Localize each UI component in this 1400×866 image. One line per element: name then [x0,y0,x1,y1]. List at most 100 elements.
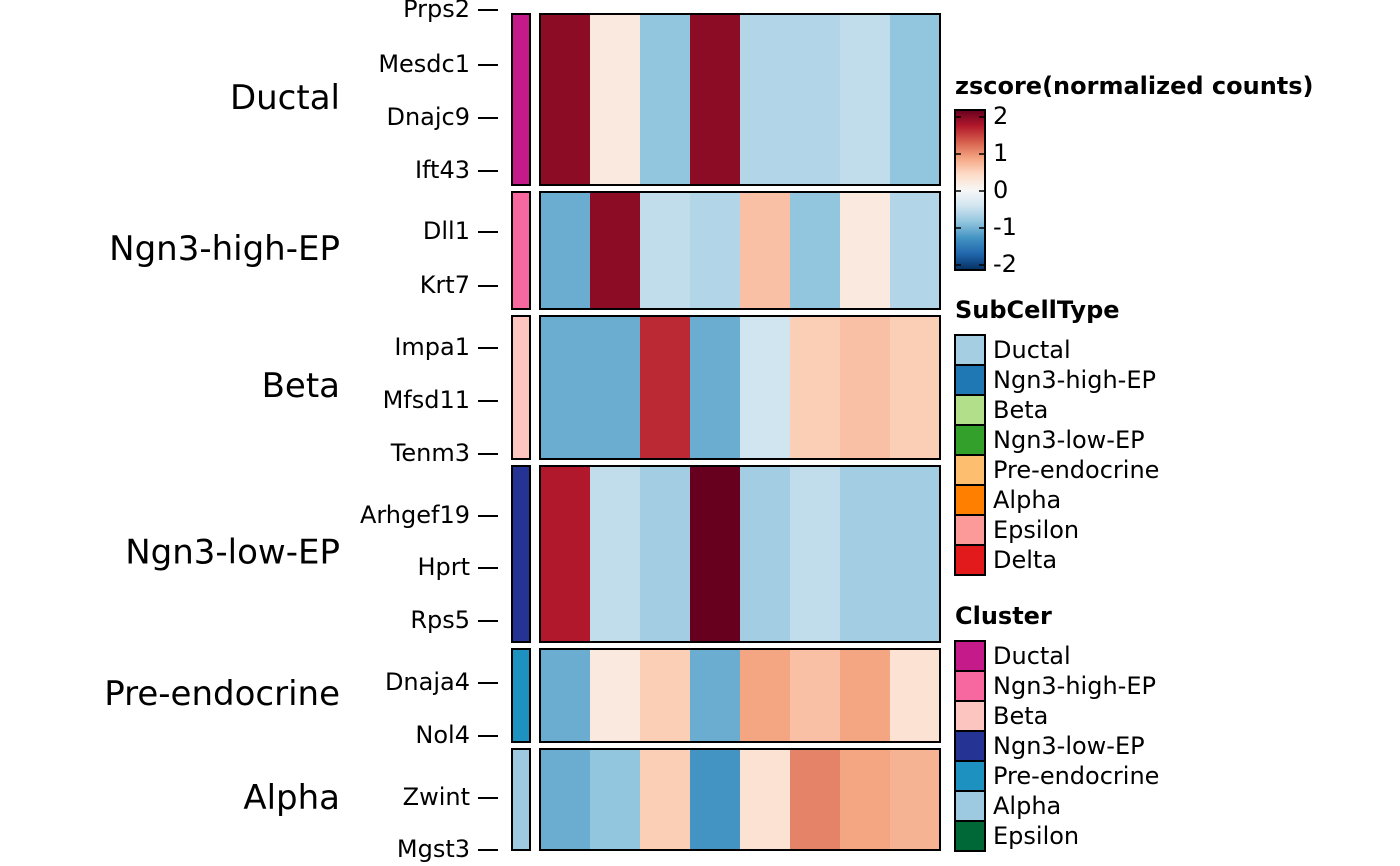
cluster-label: Alpha [243,778,340,818]
gene-label: Hprt [417,553,470,581]
heatmap-cell [690,192,741,309]
heatmap-cell [640,192,691,309]
legend-label: Pre-endocrine [993,456,1159,484]
colorbar-tick-label: -2 [993,250,1017,278]
cluster-bar [511,465,531,643]
gene-label: Mgst3 [397,835,470,863]
legend-label: Alpha [993,486,1061,514]
heatmap-cell [840,192,891,309]
heatmap-cell [690,649,741,742]
legend-label: Epsilon [993,516,1079,544]
gene-label: Dll1 [423,217,470,245]
heatmap-cell [540,192,591,309]
legend-swatch [954,544,986,576]
cluster-bar [511,13,531,186]
cluster-label: Ngn3-low-EP [125,533,340,573]
legend-swatch [954,484,986,516]
legend-label: Ngn3-low-EP [993,732,1145,760]
cluster-label: Pre-endocrine [104,674,340,714]
heatmap-cell [790,316,841,459]
colorbar-title: zscore(normalized counts) [955,72,1314,100]
block-border [539,315,941,460]
gene-label: Prps2 [403,0,470,23]
cluster-bar [511,315,531,460]
legend-label: Ngn3-high-EP [993,366,1156,394]
heatmap-cell [840,466,891,642]
heatmap-cell [790,192,841,309]
heatmap-cell [840,649,891,742]
cluster-label: Ductal [230,78,340,118]
colorbar-tick-label: 0 [993,176,1008,204]
heatmap-cell [640,316,691,459]
heatmap-cell [540,749,591,850]
legend-swatch [954,640,986,672]
gene-label: Arhgef19 [360,501,470,529]
colorbar [954,109,986,271]
gene-label: Nol4 [415,721,470,749]
heatmap-cell [690,316,741,459]
heatmap-cell [890,192,941,309]
heatmap-cell [840,749,891,850]
legend-label: Epsilon [993,822,1079,850]
heatmap-cell [740,649,791,742]
cluster-bar [511,748,531,851]
legend-label: Pre-endocrine [993,762,1159,790]
heatmap-cell [740,316,791,459]
gene-label: Dnaja4 [385,668,470,696]
gene-label: Mfsd11 [383,386,470,414]
heatmap-cell [640,749,691,850]
heatmap-cell [640,14,691,185]
legend-label: Ductal [993,336,1071,364]
heatmap-cell [540,649,591,742]
heatmap-cell [790,649,841,742]
legend-label: Ductal [993,642,1071,670]
legend-swatch [954,730,986,762]
heatmap-cell [540,466,591,642]
legend-swatch [954,514,986,546]
block-border [539,748,941,851]
legend-swatch [954,394,986,426]
legend-swatch [954,760,986,792]
colorbar-tick-label: 1 [993,139,1008,167]
colorbar-tick-label: 2 [993,102,1008,130]
heatmap-cell [840,14,891,185]
legend-swatch [954,454,986,486]
legend-swatch [954,820,986,852]
cluster-label: Beta [262,366,340,406]
heatmap-cell [790,466,841,642]
heatmap-cell [590,316,641,459]
block-border [539,13,941,186]
gene-label: Rps5 [410,606,470,634]
heatmap-cell [890,749,941,850]
legend-label: Beta [993,702,1048,730]
heatmap-cell [640,466,691,642]
legend-label: Beta [993,396,1048,424]
heatmap-cell [890,316,941,459]
legend-label: Alpha [993,792,1061,820]
legend-swatch [954,790,986,822]
cluster-bar [511,648,531,743]
heatmap-cell [690,466,741,642]
cluster-label: Ngn3-high-EP [109,229,340,269]
block-border [539,191,941,310]
legend-title: Cluster [955,602,1052,630]
heatmap-cell [840,316,891,459]
heatmap-cell [890,649,941,742]
heatmap-cell [740,466,791,642]
heatmap-cell [640,649,691,742]
heatmap-cell [740,14,791,185]
legend-swatch [954,364,986,396]
colorbar-tick-label: -1 [993,213,1017,241]
cluster-bar [511,191,531,310]
gene-label: Mesdc1 [378,50,470,78]
legend-swatch [954,670,986,702]
legend-label: Delta [993,546,1057,574]
heatmap-cell [540,316,591,459]
heatmap-cell [890,466,941,642]
legend-swatch [954,334,986,366]
heatmap-cell [590,749,641,850]
heatmap-cell [740,192,791,309]
legend-label: Ngn3-low-EP [993,426,1145,454]
heatmap-cell [540,14,591,185]
